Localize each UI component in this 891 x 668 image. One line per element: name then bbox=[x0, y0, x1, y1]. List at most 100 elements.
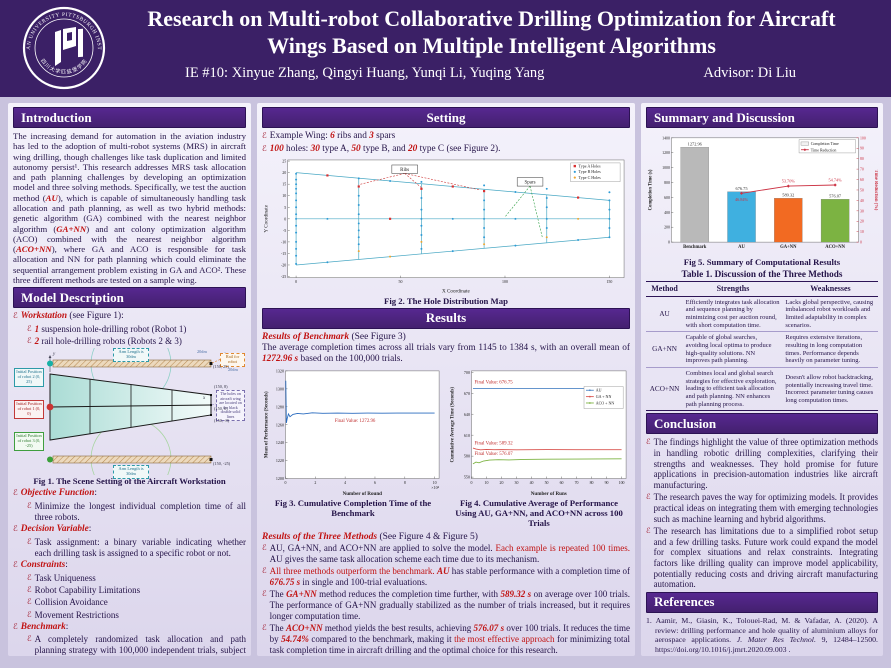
section-header-results: Results bbox=[262, 307, 630, 329]
fig5-caption: Fig 5. Summary of Computational Results bbox=[683, 256, 841, 267]
table-header-row: Method Strengths Weaknesses bbox=[646, 281, 878, 297]
fig5-chart: 0 200 400 600 800 1000 1200 1400 0 10 20 30 40 50 60 70… bbox=[646, 131, 878, 256]
table-row: GA+NN Capable of global searches, avoidi… bbox=[646, 331, 878, 369]
svg-text:700: 700 bbox=[464, 369, 470, 374]
section-header-introduction: Introduction bbox=[13, 107, 246, 128]
benchmark-heading: ℰ Benchmark: bbox=[13, 621, 69, 632]
university-logo: SICHUAN UNIVERSITY PITTSBURGH INSTITUTE … bbox=[20, 2, 106, 90]
svg-text:53.70%: 53.70% bbox=[782, 179, 796, 184]
col-header-strengths: Strengths bbox=[683, 281, 783, 297]
svg-text:Ribs: Ribs bbox=[400, 168, 409, 173]
svg-text:Type B Holes: Type B Holes bbox=[579, 170, 602, 175]
fig1-coord-br: (150, -25) bbox=[213, 461, 231, 467]
svg-text:15: 15 bbox=[282, 182, 286, 187]
fig1-arm-top-label: Arm Length is 30dm bbox=[113, 348, 149, 363]
svg-text:Type A Holes: Type A Holes bbox=[579, 164, 601, 169]
fig2-chart: -25 -20 -15 -10 -5 0 5 10 15 20 25 0 50 100 150 Ribs Spa… bbox=[262, 156, 630, 295]
fig1-rail-label: Rail for robot bbox=[220, 353, 245, 368]
svg-text:×10⁴: ×10⁴ bbox=[431, 484, 439, 489]
fig1-robot1-label: Initial Position of robot 1 (0, 0) bbox=[14, 400, 44, 419]
svg-text:400: 400 bbox=[664, 211, 670, 215]
reference-item: 1. Aamir, M., Giasin, K., Tolouei-Rad, M… bbox=[646, 615, 878, 654]
svg-text:Final Value: 589.32: Final Value: 589.32 bbox=[474, 441, 513, 446]
svg-text:Mean of Performance (Seconds): Mean of Performance (Seconds) bbox=[264, 391, 269, 458]
svg-text:40: 40 bbox=[860, 199, 864, 203]
svg-text:8: 8 bbox=[404, 481, 406, 485]
svg-text:AU: AU bbox=[738, 245, 745, 250]
svg-text:Number of Round: Number of Round bbox=[343, 491, 383, 497]
svg-text:676.75: 676.75 bbox=[736, 186, 749, 191]
svg-text:6: 6 bbox=[374, 481, 376, 485]
constraint-item: ℰ Movement Restrictions bbox=[27, 609, 119, 620]
svg-text:10: 10 bbox=[433, 481, 437, 485]
svg-text:10: 10 bbox=[282, 194, 286, 199]
svg-text:54.74%: 54.74% bbox=[829, 178, 843, 183]
fig3-container: 1200 1220 1240 1260 1280 1300 1320 0 2 4 6 8 10 Final… bbox=[262, 366, 444, 530]
table-row: ACO+NN Combines local and global search … bbox=[649, 370, 874, 408]
svg-text:70: 70 bbox=[860, 168, 864, 172]
results-methods-heading: Results of the Three Methods (See Figure… bbox=[262, 531, 478, 542]
decision-heading: ℰ Decision Variable: bbox=[13, 524, 92, 535]
svg-text:1400: 1400 bbox=[662, 136, 670, 140]
svg-text:Time Reduction (%): Time Reduction (%) bbox=[873, 170, 878, 211]
fig1-robot2-label: Initial Position of robot 2 (0, 25) bbox=[14, 368, 44, 387]
svg-text:-15: -15 bbox=[281, 251, 286, 256]
svg-text:1220: 1220 bbox=[276, 458, 284, 463]
svg-text:Number of Runs: Number of Runs bbox=[531, 491, 567, 497]
results-benchmark-heading: Results of Benchmark (See Figure 3) bbox=[262, 331, 406, 342]
svg-text:100: 100 bbox=[860, 136, 866, 140]
svg-text:60: 60 bbox=[860, 178, 864, 182]
fig1-scale-a: 20dm bbox=[197, 349, 207, 355]
svg-text:550: 550 bbox=[464, 474, 470, 479]
advisor-line: Advisor: Di Liu bbox=[703, 64, 796, 81]
fig1-axis-y: y bbox=[53, 352, 56, 358]
setting-bullet-1: ℰ Example Wing: 6 ribs and 3 spars bbox=[262, 131, 396, 141]
svg-text:5: 5 bbox=[284, 205, 286, 210]
fig1-coord-tr: (150, 25) bbox=[213, 364, 229, 370]
svg-text:670: 670 bbox=[464, 390, 470, 395]
svg-text:1200: 1200 bbox=[276, 476, 284, 481]
objective-body: ℰ Minimize the longest individual complet… bbox=[27, 501, 246, 522]
section-header-references: References bbox=[646, 591, 878, 613]
svg-text:30: 30 bbox=[515, 481, 519, 485]
fig1-caption: Fig 1. The Scene Setting of the Aircraft… bbox=[33, 476, 226, 487]
constraints-heading: ℰ Constraints: bbox=[13, 559, 68, 570]
fig2-caption: Fig 2. The Hole Distribution Map bbox=[384, 295, 508, 306]
svg-text:-5: -5 bbox=[283, 228, 286, 233]
fig1-axis-x: x bbox=[203, 396, 206, 402]
svg-text:X Coordinate: X Coordinate bbox=[442, 289, 470, 295]
university-logo-seal: SICHUAN UNIVERSITY PITTSBURGH INSTITUTE … bbox=[20, 2, 106, 90]
svg-text:1300: 1300 bbox=[276, 386, 284, 391]
fig1-coord-r8: (150, 8) bbox=[214, 384, 228, 390]
svg-text:800: 800 bbox=[664, 181, 670, 185]
svg-text:0: 0 bbox=[295, 280, 297, 285]
fig1-coord-r0: (150, 0) bbox=[214, 406, 228, 412]
bullet-icon: ℰ bbox=[27, 323, 32, 333]
section-header-setting: Setting bbox=[262, 107, 630, 128]
svg-text:90: 90 bbox=[860, 147, 864, 151]
svg-text:ACO+NN: ACO+NN bbox=[825, 245, 845, 250]
svg-text:1000: 1000 bbox=[662, 166, 670, 170]
decision-body: ℰ Task assignment: a binary variable indi… bbox=[27, 536, 246, 558]
svg-text:576.07: 576.07 bbox=[829, 193, 842, 198]
section-header-model-description: Model Description bbox=[13, 287, 246, 309]
svg-text:150: 150 bbox=[606, 280, 612, 285]
svg-text:Y Coordinate: Y Coordinate bbox=[264, 205, 270, 233]
results-figures-row: 1200 1220 1240 1260 1280 1300 1320 0 2 4 6 8 10 Final… bbox=[262, 366, 630, 530]
svg-text:100: 100 bbox=[502, 280, 508, 285]
svg-text:1280: 1280 bbox=[276, 404, 284, 409]
constraint-item: ℰ Robot Capability Limitations bbox=[27, 584, 141, 595]
svg-text:0: 0 bbox=[471, 481, 473, 485]
svg-text:100: 100 bbox=[619, 481, 625, 485]
methods-table: Method Strengths Weaknesses AU Efficient… bbox=[646, 281, 878, 412]
svg-text:46.84%: 46.84% bbox=[735, 197, 749, 202]
section-header-summary: Summary and Discussion bbox=[646, 107, 878, 128]
svg-text:640: 640 bbox=[464, 411, 470, 416]
svg-text:Benchmark: Benchmark bbox=[683, 245, 707, 250]
bullet-icon: ℰ bbox=[27, 336, 32, 346]
svg-text:80: 80 bbox=[590, 481, 594, 485]
svg-text:580: 580 bbox=[464, 453, 470, 458]
svg-text:50: 50 bbox=[399, 280, 403, 285]
fig4-container: 550 580 610 640 670 700 0 10 20 30 40 50 60 70 80 90 100… bbox=[448, 366, 630, 530]
svg-text:Type C Holes: Type C Holes bbox=[579, 175, 602, 180]
